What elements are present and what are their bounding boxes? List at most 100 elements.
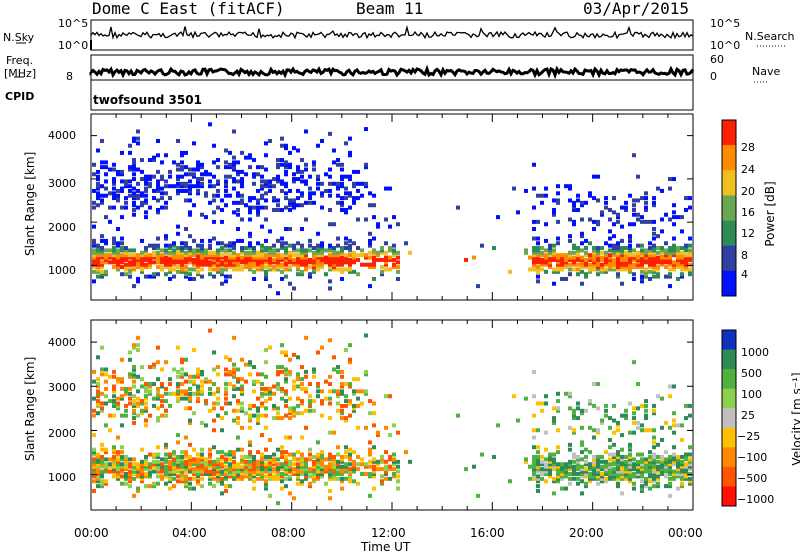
velocity-cell: [92, 464, 96, 469]
power-cell: [380, 248, 384, 253]
power-cell: [392, 248, 396, 253]
power-cell: [280, 241, 284, 246]
power-cell: [648, 260, 652, 265]
power-cell: [300, 158, 304, 163]
velocity-cell: [176, 467, 180, 472]
power-cell: [324, 172, 328, 177]
power-cell: [196, 248, 200, 253]
velocity-cell: [392, 462, 396, 467]
power-cell: [288, 250, 292, 255]
velocity-cell: [128, 479, 132, 484]
power-cell: [260, 267, 264, 272]
velocity-cell: [288, 408, 292, 413]
power-cell: [528, 267, 532, 272]
velocity-cell: [368, 411, 372, 416]
power-cell: [276, 238, 280, 243]
power-cell: [304, 253, 308, 258]
power-cell: [180, 167, 184, 172]
velocity-cell: [244, 471, 248, 476]
velocity-cell: [204, 462, 208, 467]
power-cell: [300, 272, 304, 277]
velocity-cell: [384, 467, 388, 472]
power-cell: [332, 265, 336, 270]
power-cell: [240, 250, 244, 255]
power-cell: [188, 276, 192, 281]
velocity-cell: [160, 469, 164, 474]
velocity-cell: [96, 459, 100, 464]
velocity-cell: [268, 437, 272, 442]
power-cell: [300, 262, 304, 267]
velocity-cell: [212, 406, 216, 411]
velocity-cell: [168, 476, 172, 481]
power-cell: [132, 203, 136, 208]
velocity-cell: [628, 454, 632, 459]
power-cell: [156, 255, 160, 260]
power-cell: [276, 291, 280, 296]
velocity-cell: [148, 471, 152, 476]
velocity-cell: [148, 365, 152, 370]
velocity-cell: [660, 454, 664, 459]
velocity-cell: [188, 420, 192, 425]
velocity-cell: [344, 469, 348, 474]
power-cell: [280, 143, 284, 148]
velocity-cell: [556, 474, 560, 479]
power-cell: [180, 188, 184, 193]
velocity-cell: [252, 413, 256, 418]
velocity-cell: [116, 467, 120, 472]
velocity-cell: [328, 476, 332, 481]
velocity-cell: [372, 411, 376, 416]
velocity-cell: [216, 464, 220, 469]
velocity-cell: [180, 396, 184, 401]
velocity-cell: [184, 391, 188, 396]
power-cell: [228, 193, 232, 198]
power-heatmap: [92, 122, 692, 296]
velocity-cell: [656, 467, 660, 472]
velocity-cell: [644, 459, 648, 464]
power-cell: [604, 250, 608, 255]
power-cell: [188, 184, 192, 189]
power-cell: [144, 257, 148, 262]
velocity-cell: [188, 406, 192, 411]
power-cell: [636, 262, 640, 267]
velocity-cell: [536, 469, 540, 474]
velocity-cell: [332, 459, 336, 464]
power-cell: [292, 253, 296, 258]
velocity-cell: [688, 459, 692, 464]
velocity-cell: [260, 403, 264, 408]
power-cell: [644, 248, 648, 253]
power-cell: [328, 243, 332, 248]
power-cell: [576, 272, 580, 277]
velocity-cell: [276, 457, 280, 462]
power-cell: [348, 248, 352, 253]
velocity-cell: [632, 457, 636, 462]
power-cell: [536, 257, 540, 262]
velocity-cell: [136, 462, 140, 467]
power-cell: [352, 241, 356, 246]
power-cell: [652, 260, 656, 265]
velocity-cell: [276, 447, 280, 452]
power-cell: [296, 196, 300, 201]
power-cell: [168, 267, 172, 272]
power-cell: [252, 255, 256, 260]
power-cell: [296, 169, 300, 174]
velocity-cell: [592, 474, 596, 479]
velocity-cell: [168, 479, 172, 484]
power-cell: [236, 207, 240, 212]
power-cell: [96, 248, 100, 253]
power-cell: [232, 165, 236, 170]
velocity-cell: [184, 379, 188, 384]
power-cell: [268, 184, 272, 189]
power-cell: [256, 241, 260, 246]
power-cell: [396, 250, 400, 255]
velocity-cell: [348, 476, 352, 481]
power-cell: [124, 265, 128, 270]
velocity-cell: [524, 457, 528, 462]
velocity-cell: [632, 471, 636, 476]
power-cell: [320, 191, 324, 196]
power-cell: [156, 153, 160, 158]
power-cell: [280, 136, 284, 141]
power-cell: [620, 281, 624, 286]
velocity-cell: [672, 457, 676, 462]
power-cell: [212, 260, 216, 265]
power-cell: [224, 274, 228, 279]
